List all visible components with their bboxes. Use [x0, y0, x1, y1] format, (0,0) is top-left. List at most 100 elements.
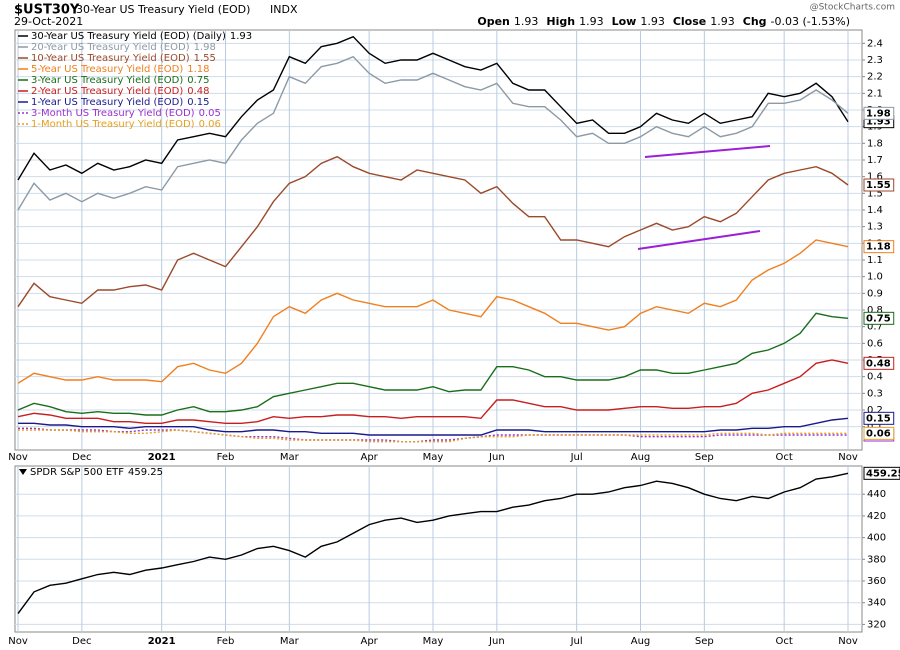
- legend-value: 1.98: [194, 42, 216, 53]
- legend-name: 3-Year US Treasury Yield (EOD): [31, 75, 183, 86]
- y-tick-label: 2.3: [867, 55, 883, 66]
- panel-frame: [14, 465, 863, 633]
- series-line: [17, 55, 849, 211]
- legend-marker: [19, 469, 27, 475]
- y-tick-label: 0.2: [867, 405, 883, 416]
- end-label-box: [863, 356, 895, 370]
- series-line: [17, 239, 849, 384]
- x-tick-label: Jun: [488, 636, 505, 647]
- series-line: [17, 35, 849, 181]
- x-tick-label: Oct: [776, 452, 793, 463]
- legend-name: 1-Month US Treasury Yield (EOD): [31, 119, 195, 130]
- exchange: INDX: [270, 3, 298, 16]
- legend-value: 0.75: [187, 75, 209, 86]
- series-line: [18, 417, 849, 436]
- y-tick-label: 2.1: [867, 88, 883, 99]
- trend-line: [644, 145, 771, 158]
- quote-value: -0.03 (-1.53%): [771, 15, 850, 28]
- series-line: [17, 472, 849, 615]
- x-tick-label: May: [423, 636, 444, 647]
- x-tick-label: Feb: [217, 452, 235, 463]
- end-label-box: [863, 106, 895, 120]
- legend-value: 0.05: [199, 108, 221, 119]
- y-tick-label: 0.3: [867, 388, 883, 399]
- y-tick-label: 1.4: [867, 205, 883, 216]
- legend-value: 1.93: [230, 31, 252, 42]
- y-tick-label: 0.9: [867, 288, 883, 299]
- legend-value: 1.18: [187, 64, 209, 75]
- x-tick-label: Sep: [695, 452, 714, 463]
- series-line: [17, 155, 849, 308]
- y-tick-label: 360: [867, 576, 886, 587]
- quote-label: Open: [477, 15, 510, 28]
- end-label: 1.93: [866, 117, 891, 128]
- trend-line: [637, 230, 761, 250]
- legend-value: 459.25: [128, 467, 163, 478]
- legend-name: 10-Year US Treasury Yield (EOD): [31, 53, 190, 64]
- y-tick-label: 1.1: [867, 255, 883, 266]
- legend-value: 0.48: [187, 86, 209, 97]
- x-tick-label: Sep: [695, 636, 714, 647]
- legend-name: 1-Year US Treasury Yield (EOD): [31, 97, 183, 108]
- quote-value: 1.93: [710, 15, 735, 28]
- y-tick-label: 0.6: [867, 338, 883, 349]
- y-tick-label: 0.4: [867, 372, 883, 383]
- quote-label: High: [546, 15, 575, 28]
- legend-entry: 30-Year US Treasury Yield (EOD) (Daily) 1…: [31, 31, 252, 42]
- date: 29-Oct-2021: [14, 15, 83, 28]
- quote-label: Close: [673, 15, 706, 28]
- end-label: 0.75: [866, 313, 891, 324]
- y-tick-label: 1.7: [867, 155, 883, 166]
- x-tick-label: 2021: [148, 636, 176, 647]
- x-tick-label: Feb: [217, 636, 235, 647]
- legend-entry: 5-Year US Treasury Yield (EOD) 1.18: [31, 64, 210, 75]
- plot-layer: 0.10.20.30.40.50.60.70.80.91.01.11.21.31…: [8, 30, 900, 647]
- x-tick-label: Jul: [570, 452, 583, 463]
- y-tick-label: 2.2: [867, 72, 883, 83]
- y-tick-label: 440: [867, 489, 886, 500]
- end-label-box: [863, 411, 895, 425]
- legend-entry: 10-Year US Treasury Yield (EOD) 1.55: [31, 53, 216, 64]
- x-tick-label: Mar: [280, 636, 300, 647]
- x-tick-label: Nov: [838, 452, 858, 463]
- y-tick-label: 400: [867, 533, 886, 544]
- x-tick-label: Nov: [838, 636, 858, 647]
- x-tick-label: Aug: [631, 452, 651, 463]
- legend-entry: 1-Year US Treasury Yield (EOD) 0.15: [31, 97, 210, 108]
- series-line: [17, 359, 849, 424]
- end-label: 0.48: [866, 358, 891, 369]
- x-tick-label: 2021: [148, 452, 176, 463]
- y-tick-label: 0.8: [867, 305, 883, 316]
- x-tick-label: Nov: [8, 452, 28, 463]
- header: $UST30Y 30-Year US Treasury Yield (EOD) …: [14, 3, 895, 29]
- end-label-box: [863, 240, 895, 254]
- legend-name: 20-Year US Treasury Yield (EOD): [31, 42, 190, 53]
- x-tick-label: Oct: [776, 636, 793, 647]
- symbol: $UST30Y: [14, 3, 80, 18]
- legend-entry: SPDR S&P 500 ETF 459.25: [30, 467, 163, 478]
- legend-name: 2-Year US Treasury Yield (EOD): [31, 86, 183, 97]
- y-tick-label: 0.7: [867, 322, 883, 333]
- x-tick-label: May: [423, 452, 444, 463]
- instrument-name: 30-Year US Treasury Yield (EOD): [76, 3, 250, 16]
- legend-value: 1.55: [194, 53, 216, 64]
- quote-value: 1.93: [640, 15, 665, 28]
- panel-frame: [14, 29, 863, 451]
- legend-name: 30-Year US Treasury Yield (EOD) (Daily): [31, 31, 226, 42]
- quote-label: Low: [612, 15, 637, 28]
- x-tick-label: Apr: [360, 636, 378, 647]
- y-tick-label: 1.3: [867, 222, 883, 233]
- legend-name: 3-Month US Treasury Yield (EOD): [31, 108, 195, 119]
- end-label: 459.25: [866, 468, 900, 479]
- quote-label: Chg: [743, 15, 767, 28]
- end-label: 1.55: [866, 180, 891, 191]
- legend-entry: 3-Month US Treasury Yield (EOD) 0.05: [31, 108, 221, 119]
- end-label: 1.18: [866, 242, 891, 253]
- x-tick-label: Jun: [488, 452, 505, 463]
- quote-value: 1.93: [579, 15, 604, 28]
- end-label: 0.06: [866, 428, 891, 439]
- legend-entry: 3-Year US Treasury Yield (EOD) 0.75: [31, 75, 210, 86]
- legend-value: 0.06: [199, 119, 221, 130]
- x-tick-label: Aug: [631, 636, 651, 647]
